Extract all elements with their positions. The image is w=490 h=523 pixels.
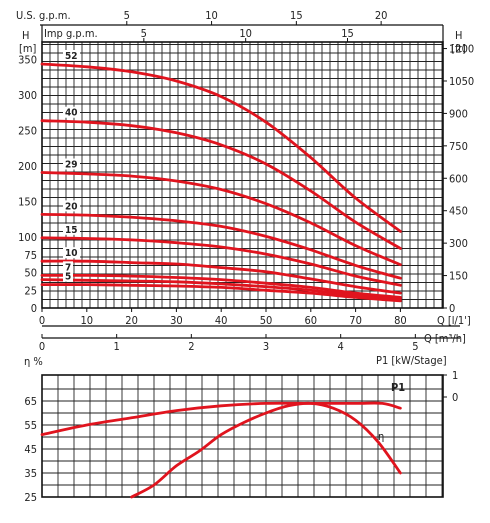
head-curve-40 — [40, 119, 402, 250]
lpm-axis-label: Q [l/1'] — [437, 314, 471, 327]
lpm-tick-label: 70 — [349, 314, 362, 327]
head-curve-15 — [40, 236, 402, 287]
lpm-tick-label: 10 — [81, 314, 94, 327]
head-curve-10 — [40, 259, 402, 295]
efficiency-power-curves — [40, 401, 402, 499]
m3h-tick-label: 3 — [263, 340, 269, 353]
curve-label-bg — [63, 106, 80, 118]
left-tick-label: 300 — [18, 89, 37, 102]
lpm-tick-label: 30 — [170, 314, 183, 327]
left-tick-label: 100 — [18, 231, 37, 244]
lpm-tick-label: 40 — [215, 314, 228, 327]
right-tick-label: 450 — [449, 205, 468, 218]
m3h-tick-label: 1 — [114, 340, 120, 353]
usgpm-tick-label: 15 — [290, 9, 303, 22]
impgpm-label: Imp g.p.m. — [44, 27, 98, 40]
curve-label-bg — [63, 223, 80, 235]
right-axis-unit: [ft] — [451, 42, 466, 55]
curve-label-bg — [63, 261, 73, 273]
right-tick-label: 0 — [449, 302, 455, 315]
curve-label-bg — [63, 158, 80, 170]
curve-label-bg — [63, 247, 80, 259]
right-tick-label: 1050 — [449, 75, 474, 88]
head-curve-5 — [40, 283, 402, 303]
left-tick-label: 350 — [18, 54, 37, 67]
impgpm-tick-label: 10 — [239, 27, 252, 40]
plot-border — [41, 374, 444, 498]
power-tick-label: 1 — [452, 369, 458, 382]
curve-label-29: 29 — [65, 160, 78, 171]
left-tick-label: 75 — [24, 249, 37, 262]
left-axis-title: H — [22, 29, 29, 42]
lpm-tick-label: 50 — [260, 314, 273, 327]
head-curve-7 — [40, 273, 402, 299]
left-tick-label: 150 — [18, 196, 37, 209]
left-axis-unit: [m] — [19, 42, 37, 55]
curve-label-bg — [63, 200, 80, 212]
curve-label-20: 20 — [65, 201, 78, 212]
bottom-chart-grid — [41, 374, 444, 498]
right-tick-label: 150 — [449, 270, 468, 283]
lpm-tick-label: 20 — [125, 314, 138, 327]
usgpm-label: U.S. g.p.m. — [16, 9, 71, 22]
right-tick-label: 300 — [449, 237, 468, 250]
m3h-tick-label: 2 — [188, 340, 194, 353]
usgpm-tick-label: 20 — [375, 9, 388, 22]
curve-label-10: 10 — [65, 248, 78, 259]
head-curve-29 — [40, 171, 402, 267]
impgpm-tick-label: 5 — [141, 27, 147, 40]
lpm-tick-label: 60 — [305, 314, 318, 327]
head-curves: 52 40 29 20 15 10 75 — [40, 49, 402, 303]
m3h-tick-label: 0 — [39, 340, 45, 353]
curve-label-bg — [63, 49, 80, 61]
curve-label-40: 40 — [65, 108, 78, 119]
left-tick-label: 250 — [18, 125, 37, 138]
curve-label-bg — [63, 270, 73, 282]
curve-label-5: 5 — [65, 272, 71, 283]
right-tick-label: 900 — [449, 107, 468, 120]
power-curve — [40, 401, 402, 436]
head-curve-20 — [40, 213, 402, 280]
power-tick-label: 0 — [452, 391, 458, 404]
lpm-tick-label: 80 — [394, 314, 407, 327]
curve-label-15: 15 — [65, 225, 78, 236]
power-curve-label: P1 — [391, 381, 405, 394]
m3h-tick-label: 5 — [412, 340, 418, 353]
efficiency-curve — [130, 401, 402, 499]
efficiency-tick-label: 35 — [24, 467, 37, 480]
top-chart-frame — [40, 24, 460, 339]
usgpm-tick-label: 10 — [205, 9, 218, 22]
head-curve-unlabeled — [40, 278, 402, 301]
efficiency-tick-label: 45 — [24, 443, 37, 456]
efficiency-curve-label: η — [378, 430, 384, 443]
curve-label-52: 52 — [65, 51, 78, 62]
usgpm-tick-label: 5 — [124, 9, 130, 22]
left-tick-label: 200 — [18, 160, 37, 173]
power-axis-label: P1 [kW/Stage] — [376, 354, 447, 367]
right-tick-label: 750 — [449, 140, 468, 153]
left-tick-label: 0 — [31, 302, 37, 315]
impgpm-tick-label: 15 — [341, 27, 354, 40]
right-tick-label: 600 — [449, 172, 468, 185]
left-tick-label: 25 — [24, 284, 37, 297]
m3h-tick-label: 4 — [338, 340, 344, 353]
efficiency-tick-label: 25 — [24, 491, 37, 504]
efficiency-tick-label: 65 — [24, 395, 37, 408]
efficiency-tick-label: 55 — [24, 419, 37, 432]
left-tick-label: 50 — [24, 267, 37, 280]
lpm-tick-label: 0 — [39, 314, 45, 327]
curve-label-7: 7 — [65, 262, 71, 273]
right-axis-title: H — [455, 29, 462, 42]
m3h-axis-label: Q [m³/h] — [424, 332, 466, 345]
efficiency-axis-label: η % — [24, 355, 43, 368]
right-tick-label: 1200 — [449, 43, 474, 56]
plot-border — [41, 41, 444, 309]
bottom-chart-labels: η % P1 [kW/Stage] 25 35 45 55 65 0 1 P1 η — [24, 354, 458, 504]
head-curve-52 — [40, 62, 402, 233]
